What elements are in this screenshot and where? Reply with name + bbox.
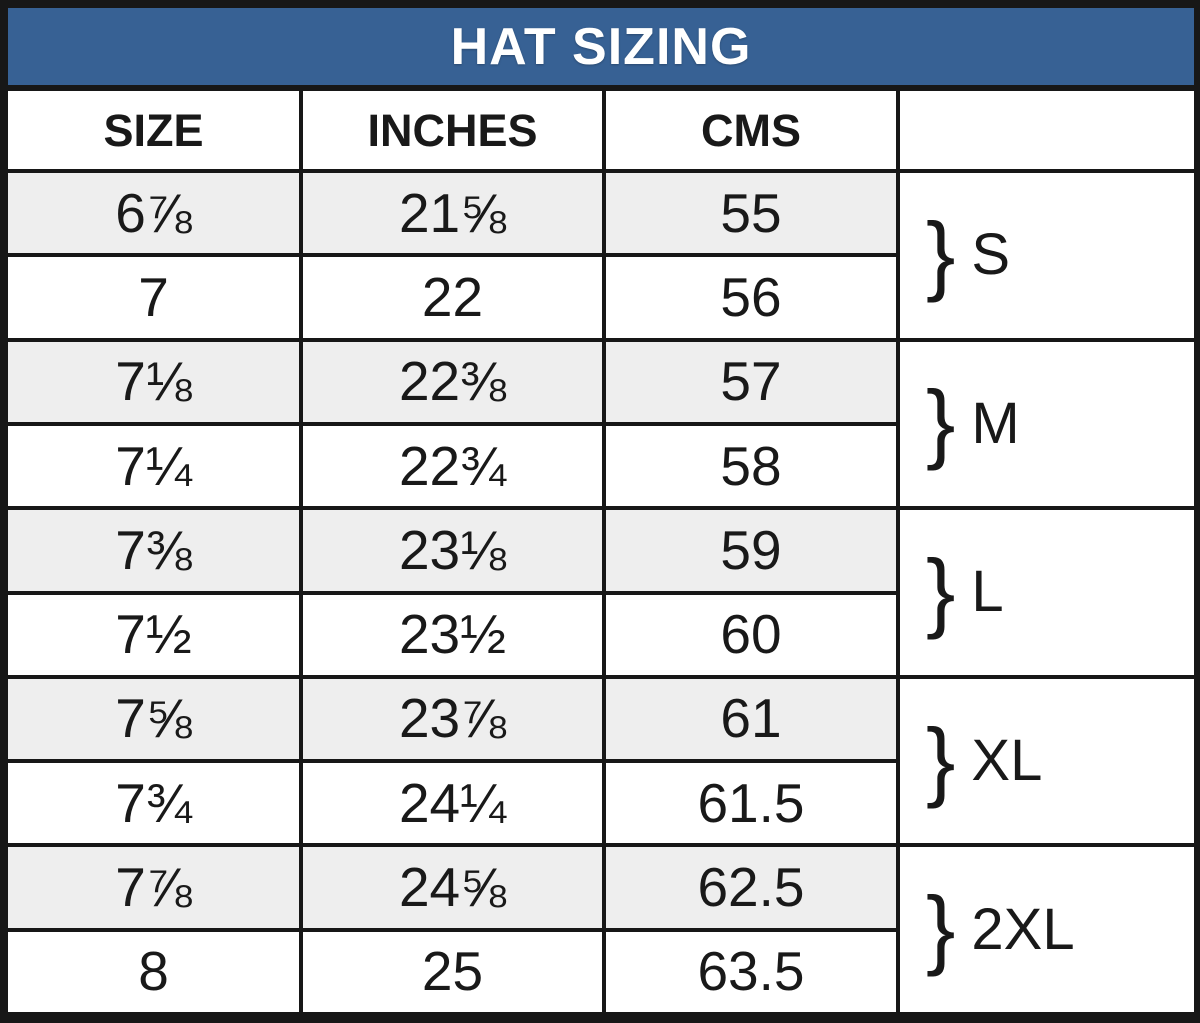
- cms-cell: 63.5: [606, 931, 896, 1012]
- inches-cell: 25: [303, 931, 602, 1012]
- inches-cell: 22⅜: [303, 341, 602, 422]
- size-cell: 7¼: [8, 425, 299, 507]
- group-label: L: [971, 559, 1004, 625]
- cms-cell: 61.5: [606, 763, 896, 844]
- group-cell-l: } L: [900, 510, 1194, 675]
- size-cell: 7¾: [8, 763, 299, 844]
- group-cell-2xl: } 2XL: [900, 847, 1194, 1012]
- group-label: M: [971, 390, 1020, 456]
- size-cell: 8: [8, 931, 299, 1012]
- brace-glyph: }: [926, 709, 956, 809]
- inches-cell: 23½: [303, 594, 602, 675]
- cms-cell: 61: [606, 678, 896, 760]
- header-cell-inches: INCHES: [303, 91, 602, 169]
- group-cell-xl: } XL: [900, 678, 1194, 844]
- inches-cell: 21⅝: [303, 173, 602, 254]
- brace-glyph: }: [926, 203, 956, 303]
- cms-cell: 55: [606, 173, 896, 254]
- size-cell: 6⅞: [8, 173, 299, 254]
- inches-cell: 23⅛: [303, 510, 602, 591]
- size-cell: 7: [8, 257, 299, 338]
- cms-cell: 59: [606, 510, 896, 591]
- size-cell: 7½: [8, 594, 299, 675]
- size-cell: 7⅝: [8, 678, 299, 760]
- inches-cell: 22: [303, 257, 602, 338]
- cms-cell: 56: [606, 257, 896, 338]
- group-cell-s: } S: [900, 173, 1194, 338]
- brace-glyph: }: [926, 540, 956, 640]
- brace-glyph: }: [926, 878, 956, 978]
- brace-glyph: }: [926, 372, 956, 472]
- sizing-grid: SIZE INCHES CMS 6⅞ 21⅝ 55 } S 7 22 56 7⅛…: [8, 91, 1194, 1012]
- table-title-bar: HAT SIZING: [8, 8, 1194, 91]
- size-cell: 7⅛: [8, 341, 299, 422]
- cms-cell: 58: [606, 425, 896, 507]
- cms-cell: 60: [606, 594, 896, 675]
- group-label: XL: [971, 728, 1043, 794]
- header-cell-size: SIZE: [8, 91, 299, 169]
- group-label: 2XL: [971, 896, 1075, 962]
- inches-cell: 22¾: [303, 425, 602, 507]
- inches-cell: 23⅞: [303, 678, 602, 760]
- size-cell: 7⅜: [8, 510, 299, 591]
- header-cell-cms: CMS: [606, 91, 896, 169]
- inches-cell: 24⅝: [303, 847, 602, 928]
- size-cell: 7⅞: [8, 847, 299, 928]
- cms-cell: 57: [606, 341, 896, 422]
- inches-cell: 24¼: [303, 763, 602, 844]
- header-cell-blank: [900, 91, 1194, 169]
- table-title: HAT SIZING: [450, 17, 752, 76]
- cms-cell: 62.5: [606, 847, 896, 928]
- group-cell-m: } M: [900, 341, 1194, 507]
- group-label: S: [971, 222, 1011, 288]
